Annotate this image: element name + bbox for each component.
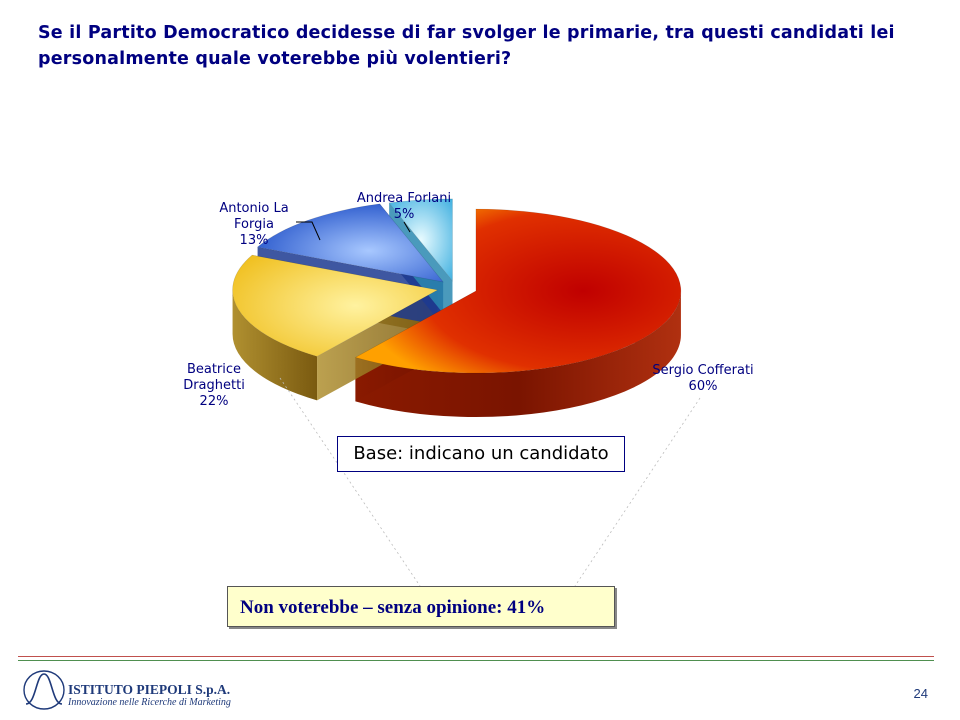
leader-lines — [279, 221, 701, 587]
company-logo: ISTITUTO PIEPOLI S.p.A. Innovazione nell… — [22, 668, 262, 712]
label-value: 13% — [239, 233, 269, 248]
pie-slices — [232, 198, 682, 418]
callout-line-left — [279, 377, 421, 587]
page-number: 24 — [913, 686, 928, 701]
footer-rule-red — [18, 656, 934, 657]
label-value: 5% — [393, 207, 415, 222]
label-name-2: Forgia — [234, 217, 274, 232]
label-name: Sergio Cofferati — [652, 363, 754, 378]
slice-top-andrea-forlani — [388, 198, 453, 282]
company-name: ISTITUTO PIEPOLI S.p.A. — [68, 682, 231, 697]
label-name-1: Beatrice — [186, 362, 242, 377]
leader-line-antonio-la-forgia — [296, 221, 321, 241]
label-value: 22% — [199, 394, 229, 409]
label-name-2: Draghetti — [183, 378, 245, 393]
slice-top-sergio-cofferati — [354, 208, 682, 374]
label-antonio-la-forgia: Antonio La Forgia 13% — [204, 201, 304, 249]
label-sergio-cofferati: Sergio Cofferati 60% — [628, 363, 778, 395]
base-note: Base: indicano un candidato — [337, 436, 625, 472]
page-title: Se il Partito Democratico decidesse di f… — [38, 23, 895, 69]
leader-line-andrea-forlani — [403, 221, 411, 233]
label-beatrice-draghetti: Beatrice Draghetti 22% — [164, 362, 264, 410]
slice-top-antonio-la-forgia — [256, 203, 444, 283]
footer-rule-green — [18, 660, 934, 661]
company-tagline: Innovazione nelle Ricerche di Marketing — [68, 697, 231, 708]
label-name-1: Antonio La — [219, 201, 289, 216]
callout-line-right — [574, 397, 701, 587]
label-value: 60% — [688, 379, 718, 394]
slice-top-beatrice-draghetti — [232, 254, 439, 357]
slice-side-beatrice-draghetti — [232, 290, 318, 401]
callout-note: Non voterebbe – senza opinione: 41% — [227, 586, 615, 627]
label-name: Andrea Forlani — [356, 191, 452, 206]
label-andrea-forlani: Andrea Forlani 5% — [334, 191, 474, 223]
slice-side-sergio-cofferati — [355, 291, 681, 418]
bell-curve-icon — [23, 670, 65, 710]
